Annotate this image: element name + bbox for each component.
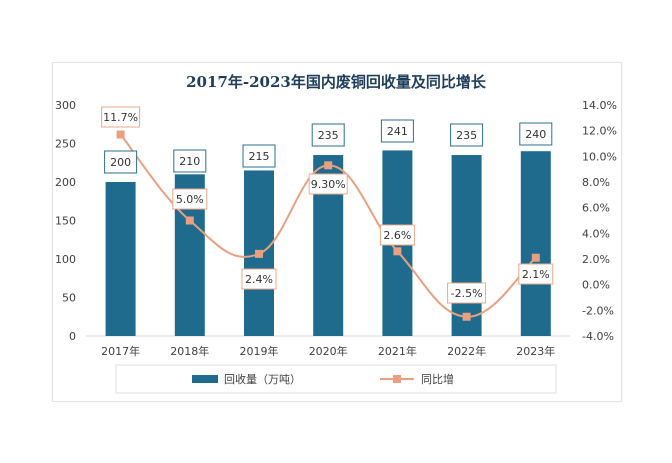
legend-bar-label: 回收量（万吨） [224, 372, 301, 386]
y-left-tick-label: 0 [69, 330, 76, 343]
y-right-tick-label: 14.0% [582, 99, 617, 112]
line-marker [462, 312, 471, 321]
legend: 回收量（万吨） 同比增 [115, 364, 557, 394]
pct-label-box [172, 188, 208, 210]
pct-label-box [241, 268, 277, 290]
line-data-label: -2.5% [451, 287, 483, 300]
bar-data-label: 235 [318, 129, 339, 142]
right-axis: -4.0% -2.0% 0.0% 2.0% 4.0% 6.0% 8.0% 10.0% 12.0%… [582, 99, 617, 343]
bar-data-label: 210 [179, 155, 200, 168]
line-marker [531, 253, 540, 262]
x-axis: 2017年 2018年 2019年 2020年 2021年 2022年 2023年 [101, 344, 555, 358]
pct-label-box [379, 224, 415, 246]
y-right-tick-label: -2.0% [582, 304, 614, 317]
bar-label-box [104, 150, 138, 174]
line-data-label: 2.1% [522, 268, 550, 281]
bar-label-box [380, 119, 414, 143]
bar-data-label: 215 [249, 150, 270, 163]
y-right-tick-label: 6.0% [582, 202, 610, 215]
x-tick-label: 2021年 [378, 344, 417, 358]
line-data-label: 5.0% [176, 193, 204, 206]
y-left-tick-label: 250 [55, 138, 76, 151]
line-data-label: 9.30% [311, 178, 346, 191]
bar-label-box [242, 144, 276, 168]
line-data-label: 2.4% [245, 273, 273, 286]
bar-data-label: 200 [110, 156, 131, 169]
pct-label-box [308, 173, 348, 195]
line-series [116, 130, 540, 321]
x-tick-label: 2017年 [101, 344, 140, 358]
y-right-tick-label: -4.0% [582, 330, 614, 343]
bar-data-label: 235 [456, 129, 477, 142]
bar-label-box [450, 123, 484, 147]
pct-label-box [447, 282, 487, 304]
legend-line-label: 同比增 [421, 372, 454, 386]
bar-data-labels: 200 210 215 235 241 235 240 [104, 119, 553, 174]
line-marker [185, 216, 194, 225]
line-marker [324, 161, 333, 170]
x-tick-label: 2020年 [309, 344, 348, 358]
legend-line-marker [393, 375, 401, 383]
pct-label-box [518, 263, 554, 285]
line-data-labels: 11.7% 5.0% 2.4% 9.30% 2.6% -2.5% 2.1% [101, 106, 554, 304]
y-right-tick-label: 10.0% [582, 150, 617, 163]
bar [105, 182, 136, 336]
x-tick-label: 2023年 [516, 344, 555, 358]
line-marker [255, 249, 263, 258]
bar-data-label: 241 [387, 125, 408, 138]
bar-label-box [173, 149, 207, 173]
bar-label-box [519, 122, 553, 146]
x-tick-label: 2019年 [240, 344, 279, 358]
line-marker [393, 247, 402, 256]
line-data-label: 2.6% [383, 229, 411, 242]
bar-label-box [311, 123, 345, 147]
y-left-tick-label: 200 [55, 176, 76, 189]
x-tick-label: 2018年 [170, 344, 209, 358]
line-data-label: 11.7% [103, 111, 138, 124]
y-left-tick-label: 300 [55, 99, 76, 112]
y-left-tick-label: 100 [55, 253, 76, 266]
left-axis: 0 50 100 150 200 250 300 [55, 99, 76, 343]
legend-bar-swatch [192, 375, 218, 383]
bar-data-label: 240 [525, 128, 546, 141]
y-right-tick-label: 2.0% [582, 253, 610, 266]
y-left-tick-label: 50 [62, 292, 76, 305]
x-tick-label: 2022年 [447, 344, 486, 358]
bar [451, 155, 482, 336]
y-right-tick-label: 8.0% [582, 176, 610, 189]
legend-box [115, 364, 557, 394]
bar [520, 151, 551, 336]
pct-label-box [101, 106, 141, 128]
y-right-tick-label: 4.0% [582, 227, 610, 240]
y-right-tick-label: 0.0% [582, 279, 610, 292]
line-marker [116, 130, 125, 139]
chart-title: 2017年-2023年国内废铜回收量及同比增长 [186, 73, 487, 91]
bar-series [105, 150, 551, 336]
y-left-tick-label: 150 [55, 215, 76, 228]
y-right-tick-label: 12.0% [582, 125, 617, 138]
